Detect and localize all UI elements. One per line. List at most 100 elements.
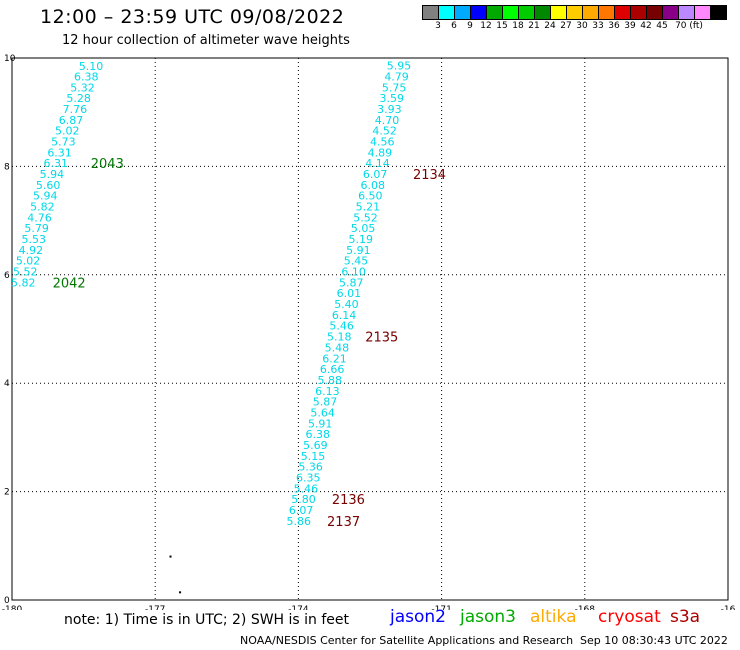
satellite-legend-altika: altika — [530, 607, 577, 627]
swh-data-point: 5.32 — [70, 81, 95, 94]
swh-data-point: 4.76 — [27, 211, 52, 224]
swh-data-point: 5.02 — [55, 125, 80, 138]
swh-data-point: 6.08 — [360, 179, 385, 192]
color-scale-label: 12 — [480, 21, 492, 31]
swh-data-point: 5.91 — [346, 244, 371, 257]
color-scale-label: 3 — [435, 21, 441, 31]
marker-dot — [169, 555, 172, 558]
swh-data-point: 6.10 — [341, 266, 366, 279]
color-scale-label: 27 — [560, 21, 572, 31]
x-tick-label: -171 — [431, 605, 451, 610]
swh-data-point: 4.92 — [19, 244, 44, 257]
swh-data-point: 7.76 — [63, 103, 88, 116]
swh-data-point: 5.60 — [36, 179, 61, 192]
swh-data-point: 5.87 — [313, 396, 338, 409]
swh-data-point: 6.38 — [74, 70, 99, 83]
swh-data-point: 5.36 — [298, 461, 323, 474]
swh-data-point: 5.40 — [334, 298, 359, 311]
color-scale-label: 45 — [656, 21, 668, 31]
color-scale-label: 6 — [451, 21, 457, 31]
x-tick-label: -180 — [2, 605, 23, 610]
x-tick-label: -174 — [288, 605, 309, 610]
pass-number-label: 2043 — [91, 157, 124, 172]
y-tick-label: 8 — [4, 162, 10, 172]
color-scale-label: 18 — [512, 21, 524, 31]
color-scale-label: 33 — [592, 21, 604, 31]
pass-number-label: 2135 — [365, 331, 398, 346]
swh-data-point: 5.18 — [327, 331, 352, 344]
swh-data-point: 5.48 — [325, 341, 350, 354]
swh-data-point: 3.93 — [377, 103, 402, 116]
color-swatch-18 — [710, 5, 727, 20]
color-scale-bar — [422, 5, 727, 20]
y-tick-label: 6 — [4, 271, 10, 281]
pass-number-label: 2042 — [53, 276, 86, 291]
y-tick-label: 4 — [4, 379, 10, 389]
swh-data-point: 4.89 — [368, 146, 393, 159]
swh-data-point: 5.15 — [301, 450, 326, 463]
swh-data-point: 6.01 — [337, 287, 362, 300]
swh-data-point: 6.66 — [320, 363, 345, 376]
swh-data-point: 5.64 — [310, 406, 335, 419]
swh-data-point: 5.87 — [339, 276, 364, 289]
color-scale-label: 15 — [496, 21, 508, 31]
x-tick-label: -177 — [145, 605, 165, 610]
pass-number-label: 2136 — [332, 493, 365, 508]
swh-data-point: 5.80 — [291, 493, 316, 506]
swh-data-point: 5.52 — [13, 266, 38, 279]
chart-title: 12:00 – 23:59 UTC 09/08/2022 — [40, 6, 345, 28]
y-tick-label: 2 — [4, 488, 10, 498]
satellite-legend-jason2: jason2 — [390, 607, 446, 627]
timestamp-text: Sep 10 08:30:43 UTC 2022 — [580, 634, 728, 647]
swh-data-point: 5.21 — [356, 201, 381, 214]
swh-data-point: 6.38 — [306, 428, 331, 441]
swh-data-point: 6.87 — [59, 114, 84, 127]
satellite-legend-jason3: jason3 — [460, 607, 516, 627]
wave-height-plot: -180 -177 -174 -171 -168 -1602468105.106.385.… — [2, 54, 736, 610]
color-scale-label: 24 — [544, 21, 556, 31]
swh-data-point: 6.07 — [289, 504, 314, 517]
swh-data-point: 5.45 — [344, 255, 369, 268]
swh-data-point: 6.07 — [363, 168, 388, 181]
swh-data-point: 4.14 — [365, 157, 390, 170]
swh-data-point: 5.02 — [16, 255, 40, 268]
swh-data-point: 6.50 — [358, 190, 383, 203]
swh-data-point: 4.56 — [370, 135, 395, 148]
satellite-legend-cryosat: cryosat — [598, 607, 661, 627]
satellite-legend-s3a: s3a — [670, 607, 701, 627]
swh-data-point: 5.94 — [40, 168, 65, 181]
y-tick-label: 0 — [4, 596, 10, 606]
swh-data-point: 5.46 — [329, 320, 354, 333]
color-scale-label: 21 — [528, 21, 540, 31]
swh-data-point: 6.14 — [332, 309, 357, 322]
color-scale-label: 39 — [624, 21, 636, 31]
swh-data-point: 5.75 — [382, 81, 407, 94]
swh-data-point: 5.53 — [22, 233, 47, 246]
swh-data-point: 4.52 — [372, 125, 397, 138]
swh-data-point: 5.86 — [286, 515, 311, 528]
swh-data-point: 6.31 — [47, 146, 71, 159]
swh-data-point: 5.28 — [66, 92, 91, 105]
y-tick-label: 10 — [4, 54, 16, 64]
swh-data-point: 5.88 — [317, 374, 342, 387]
color-scale-label: 42 — [640, 21, 652, 31]
swh-data-point: 5.95 — [387, 60, 412, 73]
swh-data-point: 5.91 — [308, 417, 333, 430]
swh-data-point: 3.59 — [380, 92, 405, 105]
swh-data-point: 6.13 — [315, 385, 340, 398]
swh-data-point: 5.82 — [30, 201, 54, 214]
pass-number-label: 2137 — [327, 515, 360, 530]
swh-data-point: 5.73 — [51, 135, 76, 148]
swh-data-point: 5.10 — [79, 60, 104, 73]
x-tick-label: -168 — [575, 605, 596, 610]
color-scale-label: 36 — [608, 21, 620, 31]
swh-data-point: 5.46 — [294, 482, 319, 495]
plot-frame — [11, 57, 729, 601]
swh-data-point: 5.79 — [24, 222, 49, 235]
swh-data-point: 5.19 — [349, 233, 374, 246]
swh-data-point: 6.35 — [296, 472, 321, 485]
swh-data-point: 5.69 — [303, 439, 328, 452]
color-scale-label: 70 (ft) — [675, 21, 703, 31]
color-scale-label: 30 — [576, 21, 588, 31]
swh-data-point: 4.79 — [384, 70, 409, 83]
